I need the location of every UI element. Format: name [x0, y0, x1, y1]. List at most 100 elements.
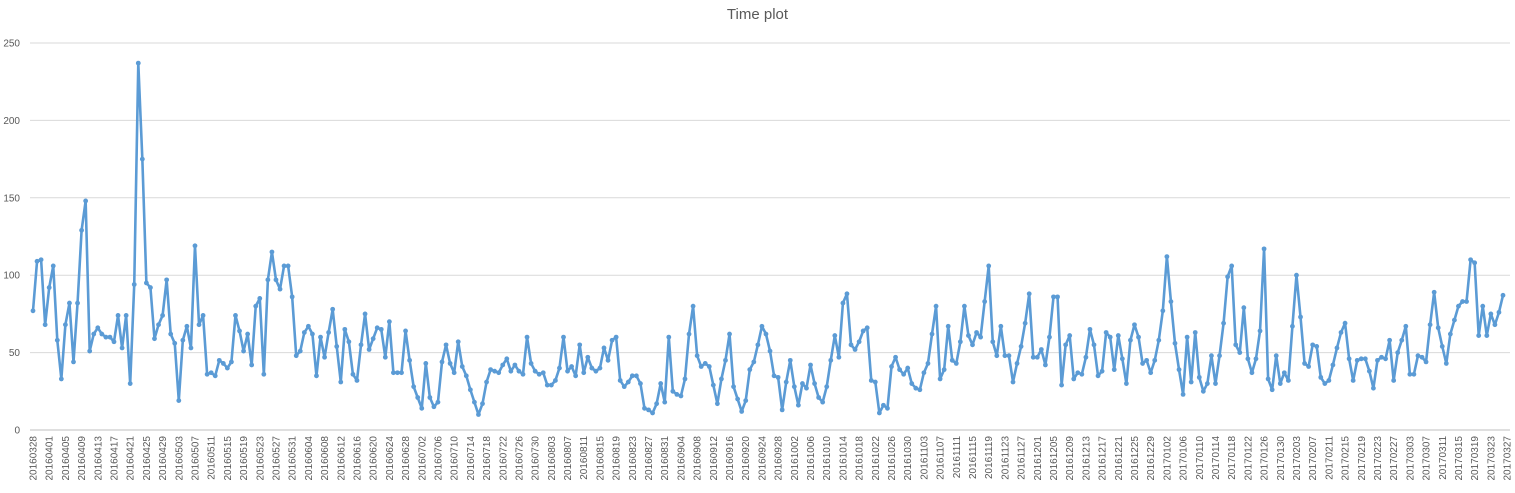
x-tick-label: 20161213	[1081, 436, 1092, 481]
data-point	[1184, 334, 1190, 340]
x-tick-label: 20161022	[871, 436, 882, 481]
data-point	[816, 395, 822, 400]
data-point	[1326, 378, 1332, 383]
data-point	[115, 313, 121, 318]
data-point	[358, 342, 364, 348]
data-point	[990, 339, 996, 345]
data-point	[1322, 381, 1328, 386]
data-point	[459, 364, 465, 369]
data-point	[1103, 330, 1109, 335]
data-point	[330, 306, 336, 312]
data-point	[1022, 320, 1028, 326]
data-point	[714, 401, 720, 407]
data-point	[686, 331, 692, 337]
x-tick-label: 20161107	[936, 436, 947, 480]
data-point	[962, 303, 967, 309]
data-point	[1399, 337, 1405, 343]
data-point	[208, 370, 214, 376]
data-point	[1018, 344, 1024, 349]
data-point	[885, 405, 890, 411]
data-point	[1476, 333, 1482, 338]
data-point	[520, 371, 526, 377]
x-tick-label: 20160904	[676, 436, 687, 481]
data-point	[994, 353, 1000, 359]
data-point	[261, 371, 267, 377]
x-tick-label: 20160815	[595, 436, 606, 481]
x-tick-label: 20160511	[207, 436, 218, 480]
data-point	[1350, 378, 1356, 383]
data-point	[1172, 340, 1178, 346]
x-tick-label: 20160417	[109, 436, 120, 481]
data-point	[540, 370, 546, 376]
data-point	[342, 326, 348, 332]
data-point	[694, 353, 700, 359]
x-tick-label: 20170307	[1422, 436, 1433, 481]
data-point	[670, 388, 676, 394]
data-point	[1075, 370, 1081, 376]
data-point	[702, 361, 708, 366]
data-point	[516, 368, 522, 374]
data-point	[909, 381, 915, 386]
data-point	[625, 379, 631, 385]
data-point	[1217, 353, 1222, 359]
data-point	[1334, 345, 1340, 351]
data-point	[439, 359, 445, 365]
data-point	[455, 339, 461, 345]
data-point	[840, 300, 846, 306]
data-point	[435, 399, 441, 405]
data-point	[953, 361, 959, 366]
data-point	[1245, 356, 1251, 362]
x-tick-label: 20170106	[1179, 436, 1190, 481]
data-point	[941, 367, 947, 373]
data-point	[111, 339, 117, 345]
data-point	[1233, 342, 1239, 348]
data-point	[739, 409, 745, 414]
data-point	[277, 286, 283, 292]
data-point	[395, 370, 400, 376]
data-point	[1375, 357, 1380, 363]
data-point	[1306, 364, 1312, 369]
data-point	[876, 410, 882, 416]
data-point	[1051, 294, 1056, 300]
data-point	[107, 334, 113, 340]
data-point	[524, 334, 530, 340]
data-point	[937, 376, 943, 382]
data-point	[62, 322, 68, 328]
data-point	[759, 323, 765, 329]
data-point	[253, 303, 259, 309]
data-point	[1192, 330, 1198, 335]
data-point	[184, 323, 190, 329]
x-tick-label: 20160604	[304, 436, 315, 481]
data-point	[1071, 376, 1077, 382]
data-point	[1318, 374, 1324, 380]
x-tick-label: 20160531	[288, 436, 299, 481]
data-point	[917, 387, 923, 393]
data-point	[382, 354, 388, 360]
data-point	[1047, 334, 1052, 340]
data-point	[423, 361, 429, 366]
data-point	[601, 345, 607, 351]
data-point	[1213, 381, 1218, 386]
data-point	[613, 334, 619, 340]
x-tick-label: 20161127	[1017, 436, 1028, 480]
x-tick-label: 20161002	[790, 436, 801, 481]
chart-title: Time plot	[726, 6, 789, 23]
data-point	[658, 381, 664, 386]
x-tick-label: 20160803	[547, 436, 558, 481]
data-point	[1006, 353, 1012, 359]
x-tick-label: 20170203	[1292, 436, 1303, 481]
data-point	[905, 365, 911, 371]
data-point	[1038, 347, 1044, 352]
data-point	[1439, 344, 1445, 349]
data-point	[1366, 368, 1372, 374]
data-point	[881, 402, 886, 408]
data-point	[176, 398, 182, 403]
data-point	[1342, 320, 1348, 326]
data-point	[528, 361, 534, 366]
data-point	[633, 373, 639, 379]
data-point	[1225, 274, 1231, 280]
x-tick-label: 20160726	[514, 436, 525, 481]
x-tick-label: 20160413	[93, 436, 104, 481]
data-point	[1277, 381, 1283, 386]
